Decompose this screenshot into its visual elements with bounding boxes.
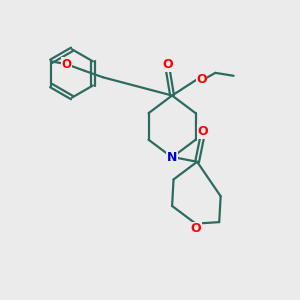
Text: O: O — [61, 58, 71, 71]
Text: O: O — [196, 73, 207, 86]
Text: O: O — [162, 58, 173, 71]
Text: N: N — [167, 151, 177, 164]
Text: O: O — [198, 125, 208, 138]
Text: O: O — [190, 222, 201, 236]
